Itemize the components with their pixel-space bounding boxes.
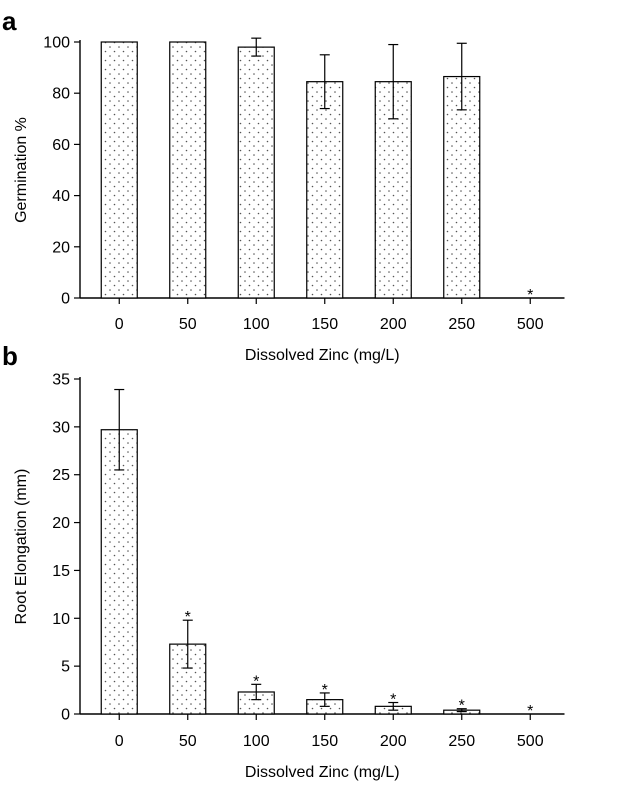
bar xyxy=(237,46,275,299)
bar xyxy=(306,81,344,299)
bar xyxy=(100,41,138,299)
x-tick-label: 100 xyxy=(243,316,270,333)
significance-marker: * xyxy=(253,673,259,690)
significance-marker: * xyxy=(185,609,191,626)
x-tick-label: 500 xyxy=(517,316,544,333)
y-tick-label: 5 xyxy=(61,659,70,676)
y-tick-label: 100 xyxy=(43,35,70,52)
significance-marker: * xyxy=(322,682,328,699)
significance-marker: * xyxy=(459,698,465,715)
y-tick-label: 0 xyxy=(61,291,70,308)
y-tick-label: 80 xyxy=(52,86,70,103)
y-tick-label: 0 xyxy=(61,707,70,724)
y-tick-label: 25 xyxy=(52,467,70,484)
x-tick-label: 200 xyxy=(380,316,407,333)
x-tick-label: 500 xyxy=(517,733,544,750)
x-tick-label: 150 xyxy=(311,316,338,333)
y-tick-label: 15 xyxy=(52,563,70,580)
y-tick-label: 20 xyxy=(52,239,70,256)
x-tick-label: 100 xyxy=(243,733,270,750)
y-tick-label: 20 xyxy=(52,515,70,532)
y-tick-label: 30 xyxy=(52,419,70,436)
panel-letter: b xyxy=(2,341,18,371)
x-tick-label: 150 xyxy=(311,733,338,750)
bar xyxy=(443,75,481,299)
panel-letter: a xyxy=(2,6,17,36)
x-tick-label: 0 xyxy=(115,733,124,750)
x-tick-label: 250 xyxy=(448,316,475,333)
significance-marker: * xyxy=(527,703,533,720)
y-tick-label: 10 xyxy=(52,611,70,628)
y-tick-label: 35 xyxy=(52,372,70,389)
x-tick-label: 200 xyxy=(380,733,407,750)
chart-panel-b: b 0 5 10 15 20 25 30 35 0 * 50 * 100 * 150 * 200 * 250 * 500 D… xyxy=(2,341,565,781)
x-tick-label: 50 xyxy=(179,316,197,333)
significance-marker: * xyxy=(527,287,533,304)
y-axis-title: Germination % xyxy=(13,117,30,223)
y-tick-label: 60 xyxy=(52,137,70,154)
y-tick-label: 40 xyxy=(52,188,70,205)
significance-marker: * xyxy=(390,692,396,709)
chart-panel-a: a 0 20 40 60 80 100 0 50 100 150 200 250 * 500 Dissolve… xyxy=(2,6,565,364)
x-tick-label: 0 xyxy=(115,316,124,333)
bar xyxy=(100,429,138,715)
bar xyxy=(169,41,207,299)
y-axis-title: Root Elongation (mm) xyxy=(13,469,30,625)
x-tick-label: 50 xyxy=(179,733,197,750)
x-axis-title: Dissolved Zinc (mg/L) xyxy=(245,764,400,781)
x-tick-label: 250 xyxy=(448,733,475,750)
x-axis-title: Dissolved Zinc (mg/L) xyxy=(245,347,400,364)
